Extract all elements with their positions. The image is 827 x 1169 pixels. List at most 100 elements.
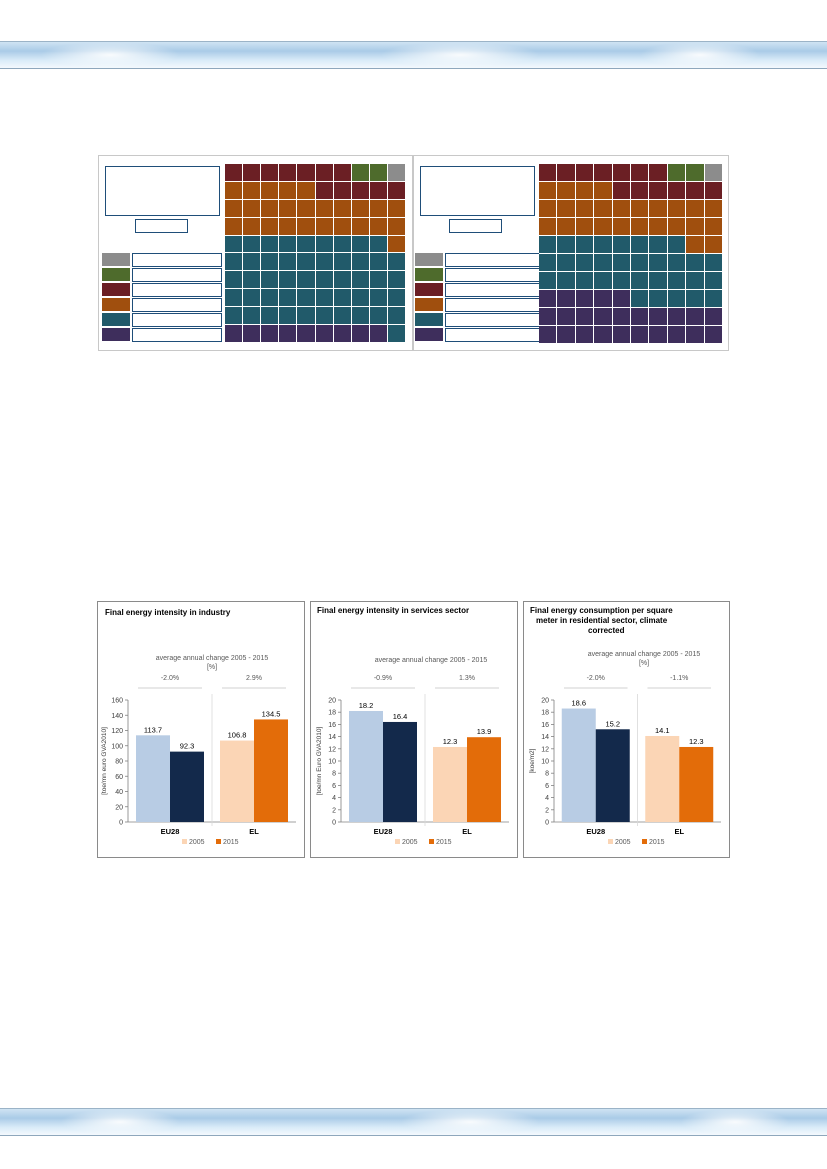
waffle-cell: [369, 199, 387, 217]
waffle-cell: [351, 164, 369, 181]
waffle-cell: [261, 253, 279, 271]
y-tick-label: 14: [541, 734, 549, 741]
y-tick-label: 120: [111, 728, 123, 735]
waffle-cell: [315, 325, 333, 342]
y-tick-label: 18: [328, 710, 336, 717]
waffle-cell: [686, 200, 704, 217]
legend-label-box: [132, 253, 222, 267]
waffle-cell: [351, 289, 369, 307]
waffle-cell: [575, 326, 594, 343]
waffle-panel-left: [98, 155, 413, 351]
y-tick-label: 60: [115, 774, 123, 781]
waffle-panel-right: [413, 155, 729, 351]
waffle-cell: [351, 325, 369, 342]
category-label: EU28: [586, 827, 605, 836]
waffle-cell: [243, 199, 261, 217]
waffle-cell: [557, 272, 575, 289]
waffle-cell: [594, 308, 612, 325]
legend-label-box: [445, 268, 541, 282]
waffle-cell: [315, 217, 333, 235]
data-label: 18.6: [571, 699, 586, 708]
waffle-cell: [315, 235, 333, 253]
waffle-cell: [279, 307, 297, 325]
waffle-cell: [297, 325, 315, 342]
chart-subtitle-unit: [%]: [638, 660, 650, 667]
waffle-cell: [667, 218, 686, 235]
waffle-year-box: [449, 219, 502, 233]
waffle-cell: [279, 217, 297, 235]
legend-swatch: [415, 298, 443, 311]
change-value: -2.0%: [587, 675, 605, 682]
waffle-cell: [686, 272, 704, 289]
waffle-cell: [612, 272, 630, 289]
waffle-cell: [351, 217, 369, 235]
data-label: 18.2: [359, 701, 374, 710]
waffle-cell: [369, 235, 387, 253]
waffle-cell: [225, 181, 243, 199]
waffle-cell: [243, 181, 261, 199]
legend-swatch: [415, 328, 443, 341]
data-label: 12.3: [443, 737, 458, 746]
bar: [349, 710, 383, 822]
waffle-cell: [686, 218, 704, 235]
waffle-cell: [704, 326, 722, 343]
waffle-cell: [630, 236, 649, 253]
waffle-cell: [704, 200, 722, 217]
y-tick-label: 16: [541, 722, 549, 729]
chart-title-line-3: corrected: [588, 626, 625, 635]
y-tick-label: 12: [541, 746, 549, 753]
legend-swatch-2005: [182, 839, 187, 844]
y-tick-label: 8: [332, 771, 336, 778]
legend-swatch-2015: [429, 839, 434, 844]
waffle-cell: [225, 289, 243, 307]
cloud-decoration: [400, 1109, 540, 1135]
waffle-cell: [369, 325, 387, 342]
waffle-cell: [667, 164, 686, 181]
waffle-cell: [612, 326, 630, 343]
waffle-cell: [315, 253, 333, 271]
y-tick-label: 6: [545, 783, 549, 790]
waffle-cell: [369, 217, 387, 235]
y-tick-label: 18: [541, 710, 549, 717]
waffle-cell: [261, 181, 279, 199]
waffle-cell: [225, 164, 243, 181]
chart-subtitle-unit: [%]: [206, 664, 218, 671]
waffle-cell: [594, 218, 612, 235]
y-tick-label: 20: [541, 698, 549, 705]
legend-swatch: [102, 268, 130, 281]
waffle-cell: [612, 236, 630, 253]
legend-label: 2005: [402, 839, 418, 846]
waffle-cell: [630, 218, 649, 235]
waffle-title-box: [420, 166, 535, 216]
waffle-cell: [557, 182, 575, 199]
waffle-cell: [369, 181, 387, 199]
y-tick-label: 160: [111, 698, 123, 705]
waffle-cell: [594, 326, 612, 343]
change-value: -1.1%: [670, 675, 688, 682]
waffle-cell: [704, 254, 722, 271]
data-label: 113.7: [144, 725, 162, 734]
chart-panel-residential: Final energy consumption per square mete…: [523, 601, 730, 858]
waffle-cell: [667, 200, 686, 217]
waffle-cell: [279, 164, 297, 181]
data-label: 106.8: [228, 731, 247, 740]
y-tick-label: 140: [111, 713, 123, 720]
waffle-cell: [261, 307, 279, 325]
waffle-cell: [557, 290, 575, 307]
waffle-cell: [243, 307, 261, 325]
data-label: 92.3: [180, 742, 195, 751]
waffle-cell: [261, 235, 279, 253]
footer-band: [0, 1108, 827, 1136]
waffle-grid: [225, 164, 405, 343]
legend-swatch: [415, 268, 443, 281]
waffle-cell: [686, 182, 704, 199]
waffle-cell: [351, 271, 369, 289]
waffle-cell: [575, 164, 594, 181]
waffle-cell: [649, 164, 667, 181]
bar: [170, 751, 204, 822]
data-label: 134.5: [262, 709, 281, 718]
waffle-cell: [387, 289, 405, 307]
bar: [595, 729, 630, 822]
waffle-cell: [704, 218, 722, 235]
chart-svg: 0 2 4 6 8 10 12 14 16 18 20 [toe/mn Euro GVA2010] -0…: [316, 675, 509, 846]
